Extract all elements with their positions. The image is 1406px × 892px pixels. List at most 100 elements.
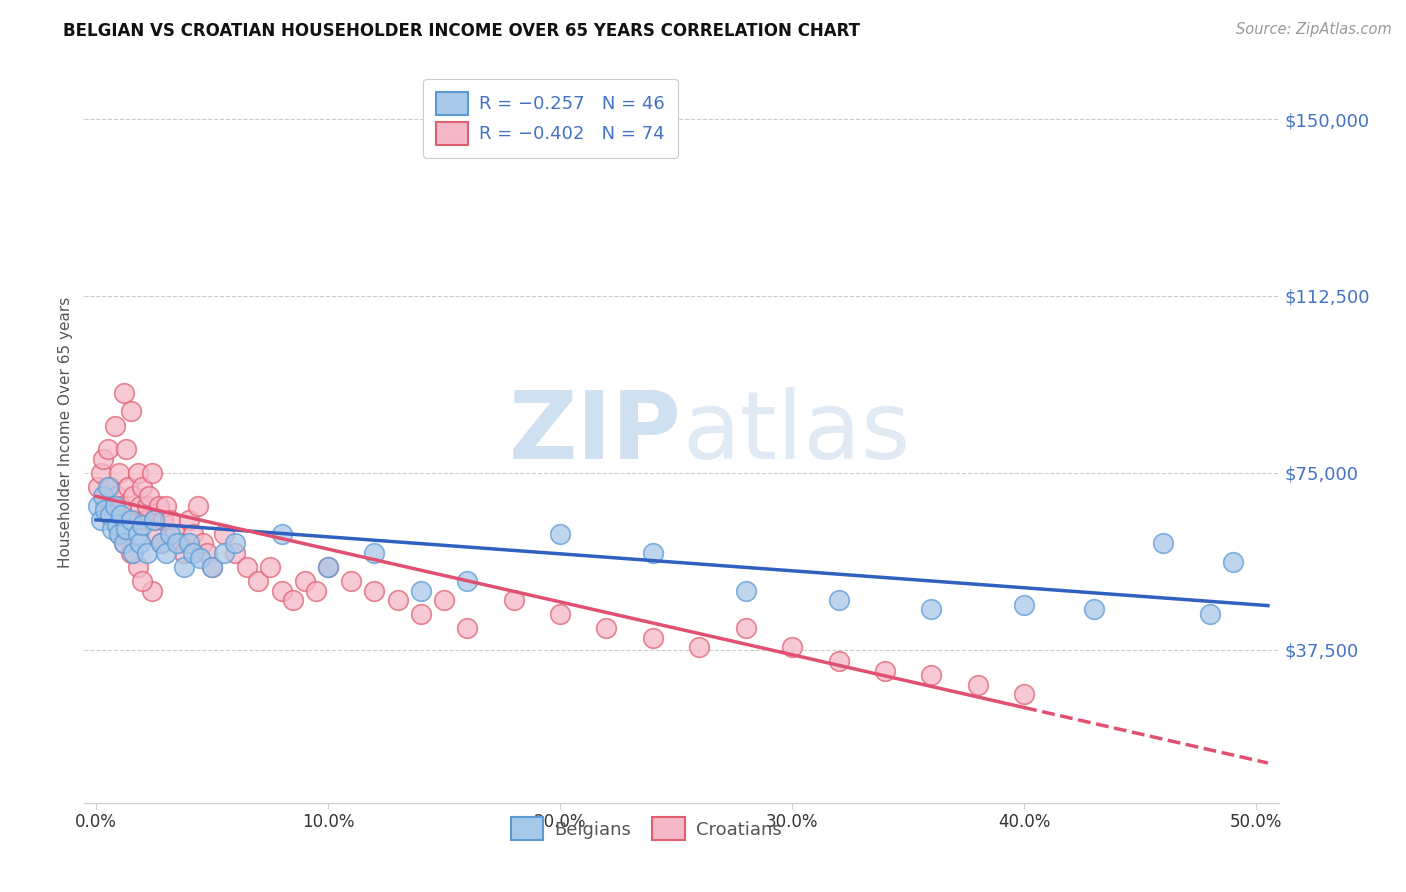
Legend: Belgians, Croatians: Belgians, Croatians xyxy=(502,808,790,849)
Point xyxy=(236,560,259,574)
Point xyxy=(433,593,456,607)
Point xyxy=(212,546,235,560)
Point xyxy=(105,517,128,532)
Point xyxy=(191,536,214,550)
Point xyxy=(115,442,138,457)
Point xyxy=(159,527,181,541)
Point xyxy=(108,527,131,541)
Point xyxy=(134,513,156,527)
Point xyxy=(87,499,110,513)
Point xyxy=(129,499,152,513)
Point xyxy=(115,522,138,536)
Point xyxy=(340,574,363,589)
Point xyxy=(108,466,131,480)
Point xyxy=(173,560,195,574)
Point xyxy=(91,451,114,466)
Point xyxy=(136,546,159,560)
Point xyxy=(149,536,172,550)
Point xyxy=(129,536,152,550)
Point xyxy=(166,536,188,550)
Point xyxy=(1012,598,1035,612)
Point xyxy=(143,513,166,527)
Point xyxy=(548,527,571,541)
Point xyxy=(127,527,149,541)
Point xyxy=(283,593,305,607)
Point xyxy=(127,560,149,574)
Point xyxy=(409,583,432,598)
Point xyxy=(363,583,385,598)
Point xyxy=(90,513,112,527)
Point xyxy=(131,574,153,589)
Point xyxy=(502,593,524,607)
Point xyxy=(110,499,132,513)
Point xyxy=(98,480,121,494)
Text: BELGIAN VS CROATIAN HOUSEHOLDER INCOME OVER 65 YEARS CORRELATION CHART: BELGIAN VS CROATIAN HOUSEHOLDER INCOME O… xyxy=(63,22,860,40)
Point xyxy=(120,513,142,527)
Point xyxy=(305,583,328,598)
Point xyxy=(183,527,205,541)
Point xyxy=(259,560,281,574)
Point xyxy=(136,499,159,513)
Point xyxy=(920,668,942,682)
Point xyxy=(141,583,163,598)
Point xyxy=(97,442,120,457)
Point xyxy=(101,522,124,536)
Point xyxy=(316,560,339,574)
Point xyxy=(595,621,617,635)
Point xyxy=(688,640,710,655)
Point xyxy=(247,574,270,589)
Point xyxy=(387,593,409,607)
Point xyxy=(145,527,167,541)
Point xyxy=(91,489,114,503)
Point xyxy=(734,621,756,635)
Point xyxy=(201,560,224,574)
Point xyxy=(138,489,160,503)
Point xyxy=(120,546,142,560)
Point xyxy=(734,583,756,598)
Point xyxy=(127,466,149,480)
Point xyxy=(966,678,988,692)
Point xyxy=(148,499,170,513)
Text: ZIP: ZIP xyxy=(509,386,682,479)
Point xyxy=(294,574,316,589)
Point xyxy=(1198,607,1220,622)
Point xyxy=(108,527,131,541)
Point xyxy=(87,480,110,494)
Point xyxy=(141,466,163,480)
Point xyxy=(363,546,385,560)
Point xyxy=(131,480,153,494)
Text: atlas: atlas xyxy=(682,386,910,479)
Point xyxy=(224,546,246,560)
Point xyxy=(187,499,209,513)
Point xyxy=(169,536,191,550)
Point xyxy=(827,654,849,668)
Point xyxy=(155,546,177,560)
Point xyxy=(1222,555,1244,569)
Point xyxy=(212,527,235,541)
Point xyxy=(873,664,896,678)
Point xyxy=(90,466,112,480)
Point xyxy=(920,602,942,616)
Point xyxy=(270,527,292,541)
Point xyxy=(195,546,218,560)
Point xyxy=(97,480,120,494)
Point xyxy=(155,499,177,513)
Point xyxy=(190,550,212,565)
Point xyxy=(456,621,478,635)
Point xyxy=(143,513,166,527)
Point xyxy=(120,404,142,418)
Point xyxy=(316,560,339,574)
Point xyxy=(780,640,803,655)
Point xyxy=(110,508,132,523)
Point xyxy=(131,517,153,532)
Point xyxy=(183,546,205,560)
Point xyxy=(149,536,172,550)
Y-axis label: Householder Income Over 65 years: Householder Income Over 65 years xyxy=(58,297,73,568)
Point xyxy=(122,489,145,503)
Point xyxy=(827,593,849,607)
Point xyxy=(201,560,224,574)
Point xyxy=(112,536,135,550)
Point xyxy=(548,607,571,622)
Point xyxy=(94,503,117,517)
Point xyxy=(1012,687,1035,701)
